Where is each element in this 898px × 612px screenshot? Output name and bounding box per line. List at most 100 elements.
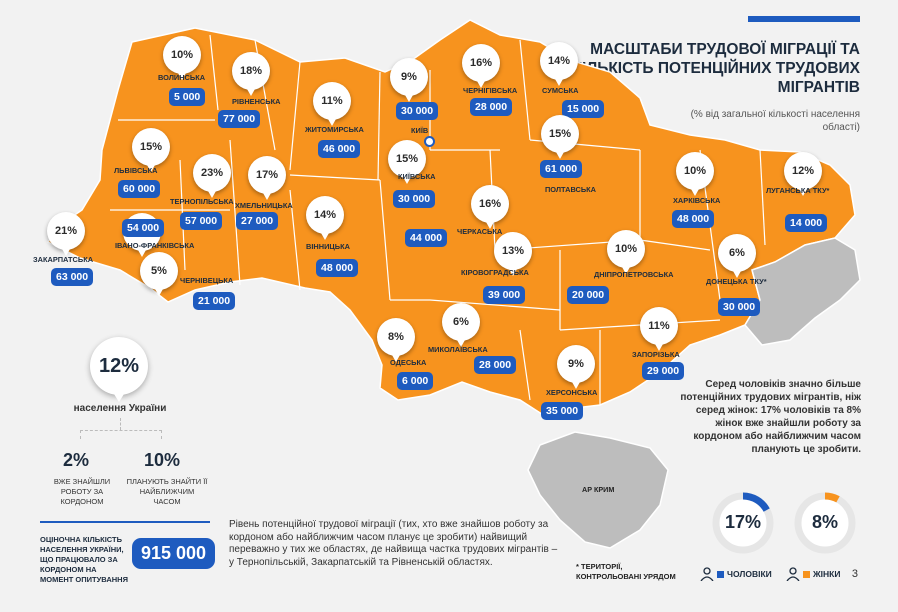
- oblast-name: КИЇВСЬКА: [398, 172, 436, 181]
- oblast-migrants-count: 63 000: [51, 268, 94, 286]
- stat-found-work-text: вже знайшли роботу за кордоном: [53, 477, 111, 506]
- oblast-name: ЧЕРКАСЬКА: [457, 227, 503, 236]
- oblast-name: ПОЛТАВСЬКА: [545, 185, 597, 194]
- oblast-name: ЧЕРНІВЕЦЬКА: [180, 276, 234, 285]
- oblast-migrants-count: 54 000: [122, 219, 165, 237]
- oblast-pct-bubble: 15%: [132, 128, 170, 172]
- oblast-migrants-count: 29 000: [642, 362, 685, 380]
- oblast-pct-bubble: 14%: [540, 42, 578, 86]
- oblast-name: ХАРКІВСЬКА: [673, 196, 721, 205]
- oblast-migrants-count: 57 000: [180, 212, 223, 230]
- oblast-migrants-count: 6 000: [397, 372, 434, 390]
- oblast-migrants-count: 39 000: [483, 286, 526, 304]
- oblast-pct-bubble: 10%: [607, 230, 645, 274]
- oblast-name: ТЕРНОПІЛЬСЬКА: [170, 197, 234, 206]
- estimate-label: ОЦІНОЧНА КІЛЬКІСТЬ НАСЕЛЕННЯ УКРАЇНИ, ЩО…: [40, 535, 128, 584]
- stat-plan-work-text: планують знайти її найближчим часом: [126, 477, 208, 506]
- oblast-migrants-count: 28 000: [470, 98, 513, 116]
- page-title: МАСШТАБИ ТРУДОВОЇ МІГРАЦІЇ ТА КІЛЬКІСТЬ …: [572, 41, 860, 96]
- oblast-migrants-count: 20 000: [567, 286, 610, 304]
- legend-women-label: ЖІНКИ: [813, 569, 841, 579]
- oblast-migrants-count: 44 000: [405, 229, 448, 247]
- oblast-name: ЗАКАРПАТСЬКА: [33, 255, 94, 264]
- oblast-migrants-count: 48 000: [672, 210, 715, 228]
- oblast-name: КИЇВ: [411, 126, 429, 135]
- women-donut: [794, 492, 856, 554]
- women-swatch: [803, 570, 810, 578]
- oblast-migrants-count: 15 000: [562, 100, 605, 118]
- oblast-pct-bubble: 5%: [140, 252, 178, 296]
- oblast-name: ОДЕСЬКА: [390, 358, 427, 367]
- woman-icon: [786, 567, 800, 581]
- oblast-pct-bubble: 10%: [676, 152, 714, 196]
- oblast-pct-bubble: 16%: [471, 185, 509, 229]
- oblast-pct-bubble: 23%: [193, 154, 231, 198]
- oblast-pct-bubble: 6%: [718, 234, 756, 278]
- oblast-pct-bubble: 8%: [377, 318, 415, 362]
- conclusion-paragraph: Рівень потенційної трудової міграції (ти…: [229, 519, 558, 568]
- oblast-name: ЛЬВІВСЬКА: [114, 166, 158, 175]
- stat-found-work: 2%: [63, 450, 90, 470]
- oblast-name: КІРОВОГРАДСЬКА: [461, 268, 529, 277]
- oblast-migrants-count: 48 000: [316, 259, 359, 277]
- oblast-name: ВОЛИНСЬКА: [158, 73, 206, 82]
- oblast-name: ВІННИЦЬКА: [306, 242, 350, 251]
- oblast-migrants-count: 21 000: [193, 292, 236, 310]
- summary-connector-h: [80, 430, 162, 439]
- oblast-borders: [110, 34, 766, 405]
- oblast-pct-bubble: 6%: [442, 303, 480, 347]
- oblast-migrants-count: 35 000: [541, 402, 584, 420]
- oblast-migrants-count: 60 000: [118, 180, 161, 198]
- oblast-migrants-count: 30 000: [718, 298, 761, 316]
- occupied-east: [744, 237, 861, 346]
- oblast-migrants-count: 30 000: [393, 190, 436, 208]
- oblast-pct-bubble: 12%: [784, 152, 822, 196]
- oblast-pct-bubble: 9%: [557, 345, 595, 389]
- stat-plan-work: 10%: [144, 450, 181, 470]
- summary-connector: [120, 418, 121, 430]
- oblast-migrants-count: 61 000: [540, 160, 583, 178]
- crimea-label: АР КРИМ: [582, 485, 615, 494]
- oblast-name: ЧЕРНІГІВСЬКА: [463, 86, 518, 95]
- footnote: * ТЕРИТОРІЇ, КОНТРОЛЬОВАНІ УРЯДОМ: [576, 562, 676, 581]
- gender-note: Серед чоловіків значно більше потенційни…: [680, 379, 861, 455]
- oblast-name: ІВАНО-ФРАНКІВСЬКА: [115, 241, 195, 250]
- oblast-pct-bubble: 11%: [313, 82, 351, 126]
- oblast-name: ХМЕЛЬНИЦЬКА: [235, 201, 293, 210]
- oblast-pct-bubble: 9%: [390, 58, 428, 102]
- oblast-name: ЖИТОМИРСЬКА: [305, 125, 364, 134]
- oblast-pct-bubble: 21%: [47, 212, 85, 256]
- oblast-pct-bubble: 16%: [462, 44, 500, 88]
- summary-percent-label: населення України: [73, 403, 167, 414]
- page-subtitle: (% від загальної кількості населення обл…: [690, 109, 860, 133]
- oblast-pct-bubble: 15%: [388, 140, 426, 184]
- oblast-name: ДОНЕЦЬКА ТКУ*: [706, 277, 767, 286]
- summary-percent-bubble: 12%: [90, 337, 148, 402]
- men-donut: [712, 492, 774, 554]
- oblast-migrants-count: 5 000: [169, 88, 206, 106]
- men-swatch: [717, 570, 724, 578]
- legend-men-label: ЧОЛОВІКИ: [727, 569, 772, 579]
- oblast-migrants-count: 27 000: [236, 212, 279, 230]
- oblast-name: СУМСЬКА: [542, 86, 579, 95]
- oblast-pct-bubble: 14%: [306, 196, 344, 240]
- estimate-value: 915 000: [132, 538, 216, 569]
- summary-divider: [40, 521, 210, 523]
- oblast-migrants-count: 14 000: [785, 214, 828, 232]
- oblast-pct-bubble: 18%: [232, 52, 270, 96]
- kyiv-marker: [424, 136, 435, 147]
- crimea-region: [527, 431, 669, 549]
- oblast-migrants-count: 28 000: [474, 356, 517, 374]
- oblast-migrants-count: 46 000: [318, 140, 361, 158]
- oblast-pct-bubble: 15%: [541, 115, 579, 159]
- oblast-name: ЛУГАНСЬКА ТКУ*: [766, 186, 830, 195]
- oblast-name: ХЕРСОНСЬКА: [546, 388, 598, 397]
- page-number: 3: [851, 568, 858, 580]
- oblast-pct-bubble: 13%: [494, 232, 532, 276]
- oblast-name: МИКОЛАЇВСЬКА: [428, 345, 488, 354]
- oblast-pct-bubble: 17%: [248, 156, 286, 200]
- oblast-pct-bubble: 11%: [640, 307, 678, 351]
- title-accent-bar: [748, 16, 860, 22]
- oblast-migrants-count: 30 000: [396, 102, 439, 120]
- oblast-name: ЗАПОРІЗЬКА: [632, 350, 680, 359]
